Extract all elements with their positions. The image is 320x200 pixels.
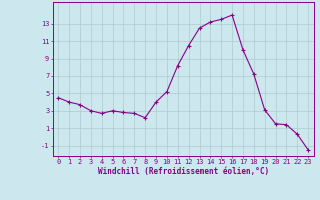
X-axis label: Windchill (Refroidissement éolien,°C): Windchill (Refroidissement éolien,°C) <box>98 167 269 176</box>
